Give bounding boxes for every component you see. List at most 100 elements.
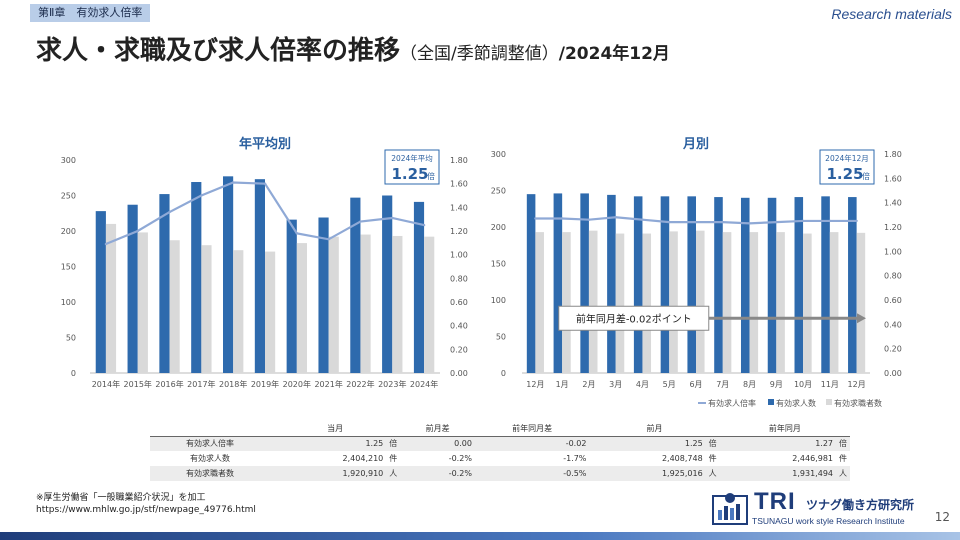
- bar-seekers: [360, 234, 371, 373]
- y-tick-label-left: 300: [491, 150, 506, 159]
- y-tick-label-right: 1.00: [450, 251, 468, 260]
- ratio-point: [721, 220, 724, 224]
- x-tick-label: 5月: [663, 380, 676, 389]
- ratio-point: [668, 220, 671, 224]
- bar-seekers: [265, 251, 276, 373]
- legend-label: 有効求人数: [776, 398, 816, 408]
- ratio-point: [801, 219, 805, 223]
- callout-frame: [384, 149, 440, 185]
- callout-label: 2024年12月: [825, 153, 869, 163]
- bar-offers: [767, 197, 777, 373]
- bar-offers: [191, 182, 202, 373]
- y-tick-label-right: 1.60: [884, 174, 902, 183]
- bar-offers: [607, 194, 616, 373]
- legend-label: 有効求職者数: [834, 398, 882, 408]
- bar-offers: [553, 193, 563, 373]
- ratio-point: [694, 220, 698, 224]
- ratio-point: [587, 218, 591, 221]
- cell-current: 1,920,910: [270, 466, 387, 481]
- y-tick-label-right: 1.00: [884, 247, 902, 256]
- cell-unit: 人: [836, 466, 850, 481]
- x-tick-label: 2016年: [155, 379, 183, 389]
- bar-seekers: [856, 232, 866, 373]
- y-tick-label-right: 1.80: [450, 156, 468, 165]
- chart-title: 月別: [682, 137, 709, 152]
- title-main: 求人・求職及び求人倍率の推移: [36, 36, 401, 66]
- cell-unit: 倍: [386, 436, 401, 451]
- y-tick-label-left: 50: [496, 333, 506, 342]
- y-tick-label-left: 150: [61, 263, 76, 272]
- x-tick-label: 2018年: [219, 379, 247, 389]
- callout-box: 2024年平均 1.25倍: [384, 149, 440, 185]
- y-tick-label-left: 250: [491, 187, 506, 196]
- bar-seekers: [829, 232, 839, 373]
- cell-yoy: -1.7%: [563, 454, 587, 463]
- bar-seekers: [696, 230, 705, 373]
- bar-offers: [633, 196, 643, 373]
- tri-logo: TRI ツナグ働き方研究所 TSUNAGU work style Researc…: [712, 488, 930, 530]
- bar-offers: [350, 197, 361, 373]
- y-tick-label-left: 50: [66, 334, 76, 343]
- y-tick-label-left: 100: [491, 296, 506, 305]
- bar-offers: [821, 196, 830, 373]
- cell-unit: 人: [386, 466, 401, 481]
- bar-seekers: [105, 223, 117, 373]
- bar-seekers: [233, 250, 244, 373]
- row-label: 有効求職者数: [150, 466, 270, 481]
- x-tick-label: 10月: [794, 380, 812, 389]
- bar-offers: [848, 197, 857, 373]
- logo-tri: TRI: [754, 488, 796, 515]
- cell-unit: 倍: [705, 436, 720, 451]
- research-tag: Research materials: [831, 6, 952, 22]
- y-tick-label-right: 0.60: [450, 298, 468, 307]
- cell-mom: 0.00: [400, 436, 475, 451]
- x-tick-label: 2020年: [283, 379, 311, 389]
- y-tick-label-right: 0.00: [450, 369, 468, 378]
- annotation-text: 前年同月差-0.02ポイント: [576, 312, 692, 325]
- bar-seekers: [562, 232, 571, 373]
- y-tick-label-left: 0: [501, 369, 506, 378]
- x-tick-label: 7月: [716, 380, 729, 389]
- cell-unit: 人: [705, 466, 720, 481]
- cell-prevyr: 1,931,494: [719, 466, 836, 481]
- bar-seekers: [642, 233, 652, 373]
- table-header-row: 当月 前月差 前年同月差 前月 前年同月: [150, 421, 850, 437]
- cell-current: 2,404,210: [342, 454, 384, 463]
- ratio-point: [560, 217, 564, 220]
- y-tick-label-right: 1.40: [450, 203, 468, 212]
- table-header: 前月差: [400, 421, 475, 437]
- cell-unit: 倍: [836, 436, 850, 451]
- cell-mom: -0.2%: [400, 466, 475, 481]
- logo-en: TSUNAGU work style Research Institute: [752, 516, 905, 526]
- bar-offers: [286, 219, 297, 373]
- x-tick-label: 9月: [770, 380, 783, 389]
- table-header: 前年同月差: [474, 421, 590, 437]
- callout-frame: [819, 149, 875, 185]
- bar-offers: [382, 195, 393, 373]
- bar-seekers: [749, 232, 759, 373]
- y-tick-label-right: 1.80: [884, 150, 902, 159]
- y-tick-label-left: 300: [61, 156, 76, 165]
- y-tick-label-right: 0.20: [884, 345, 902, 354]
- summary-table: 当月 前月差 前年同月差 前月 前年同月 有効求人倍率 1.25 倍 0.00 -0.0…: [150, 421, 850, 481]
- table-header: 前年同月: [719, 421, 850, 437]
- page-number: 12: [934, 510, 950, 524]
- ratio-point: [855, 219, 858, 223]
- y-tick-label-right: 0.00: [884, 369, 902, 378]
- bar-offers: [580, 193, 589, 373]
- bar-offers: [159, 194, 170, 373]
- ratio-point: [327, 238, 330, 241]
- y-tick-label-left: 200: [491, 223, 506, 232]
- bar-seekers: [137, 232, 148, 373]
- x-tick-label: 2023年: [378, 379, 406, 389]
- row-label: 有効求人倍率: [150, 436, 270, 451]
- y-tick-label-right: 1.20: [450, 227, 468, 236]
- x-tick-label: 12月: [526, 380, 544, 389]
- y-tick-label-right: 0.80: [884, 272, 902, 281]
- bar-seekers: [588, 230, 598, 373]
- legend-label: 有効求人倍率: [708, 398, 756, 408]
- ratio-point: [295, 232, 299, 235]
- row-label: 有効求人数: [190, 454, 230, 463]
- bar-offers: [740, 197, 750, 373]
